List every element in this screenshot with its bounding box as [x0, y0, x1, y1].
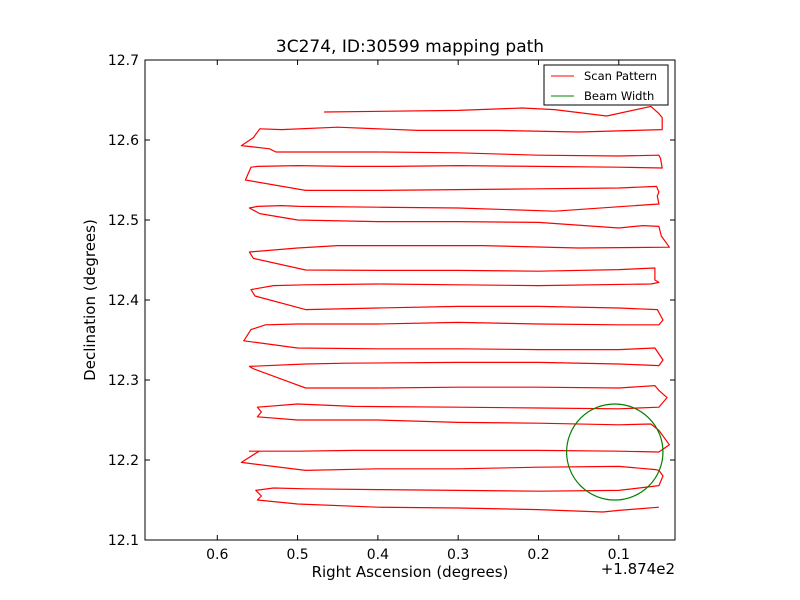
y-tick-label: 12.5 — [108, 213, 139, 229]
legend-box — [543, 64, 669, 106]
x-tick-label: 0.6 — [206, 547, 228, 563]
x-axis-label: Right Ascension (degrees) — [312, 563, 509, 581]
beam-width-circle — [565, 403, 664, 501]
axis-ticks: 0.6 0.5 0.4 0.3 0.2 0.1 12.1 12.2 12.3 12.4 12.5 12… — [108, 53, 675, 563]
chart-title: 3C274, ID:30599 mapping path — [276, 37, 544, 57]
y-tick-label: 12.3 — [108, 373, 139, 389]
scan-pattern-line — [240, 105, 671, 513]
x-tick-label: 0.2 — [527, 547, 549, 563]
x-tick-label: 0.3 — [447, 547, 469, 563]
y-tick-label: 12.6 — [108, 133, 139, 149]
y-tick-label: 12.4 — [108, 293, 139, 309]
y-tick-label: 12.2 — [108, 453, 139, 469]
x-tick-label: 0.4 — [367, 547, 389, 563]
legend-label-beam-width: Beam Width — [584, 89, 654, 103]
y-tick-label: 12.1 — [108, 533, 139, 549]
y-tick-label: 12.7 — [108, 53, 139, 69]
legend: Scan Pattern Beam Width — [543, 64, 669, 106]
legend-label-scan-pattern: Scan Pattern — [584, 69, 657, 83]
x-axis-offset-label: +1.874e2 — [601, 560, 675, 578]
x-tick-label: 0.1 — [608, 547, 630, 563]
x-tick-label: 0.5 — [286, 547, 308, 563]
plot-area — [240, 105, 671, 513]
y-axis-label: Declination (degrees) — [81, 219, 99, 381]
